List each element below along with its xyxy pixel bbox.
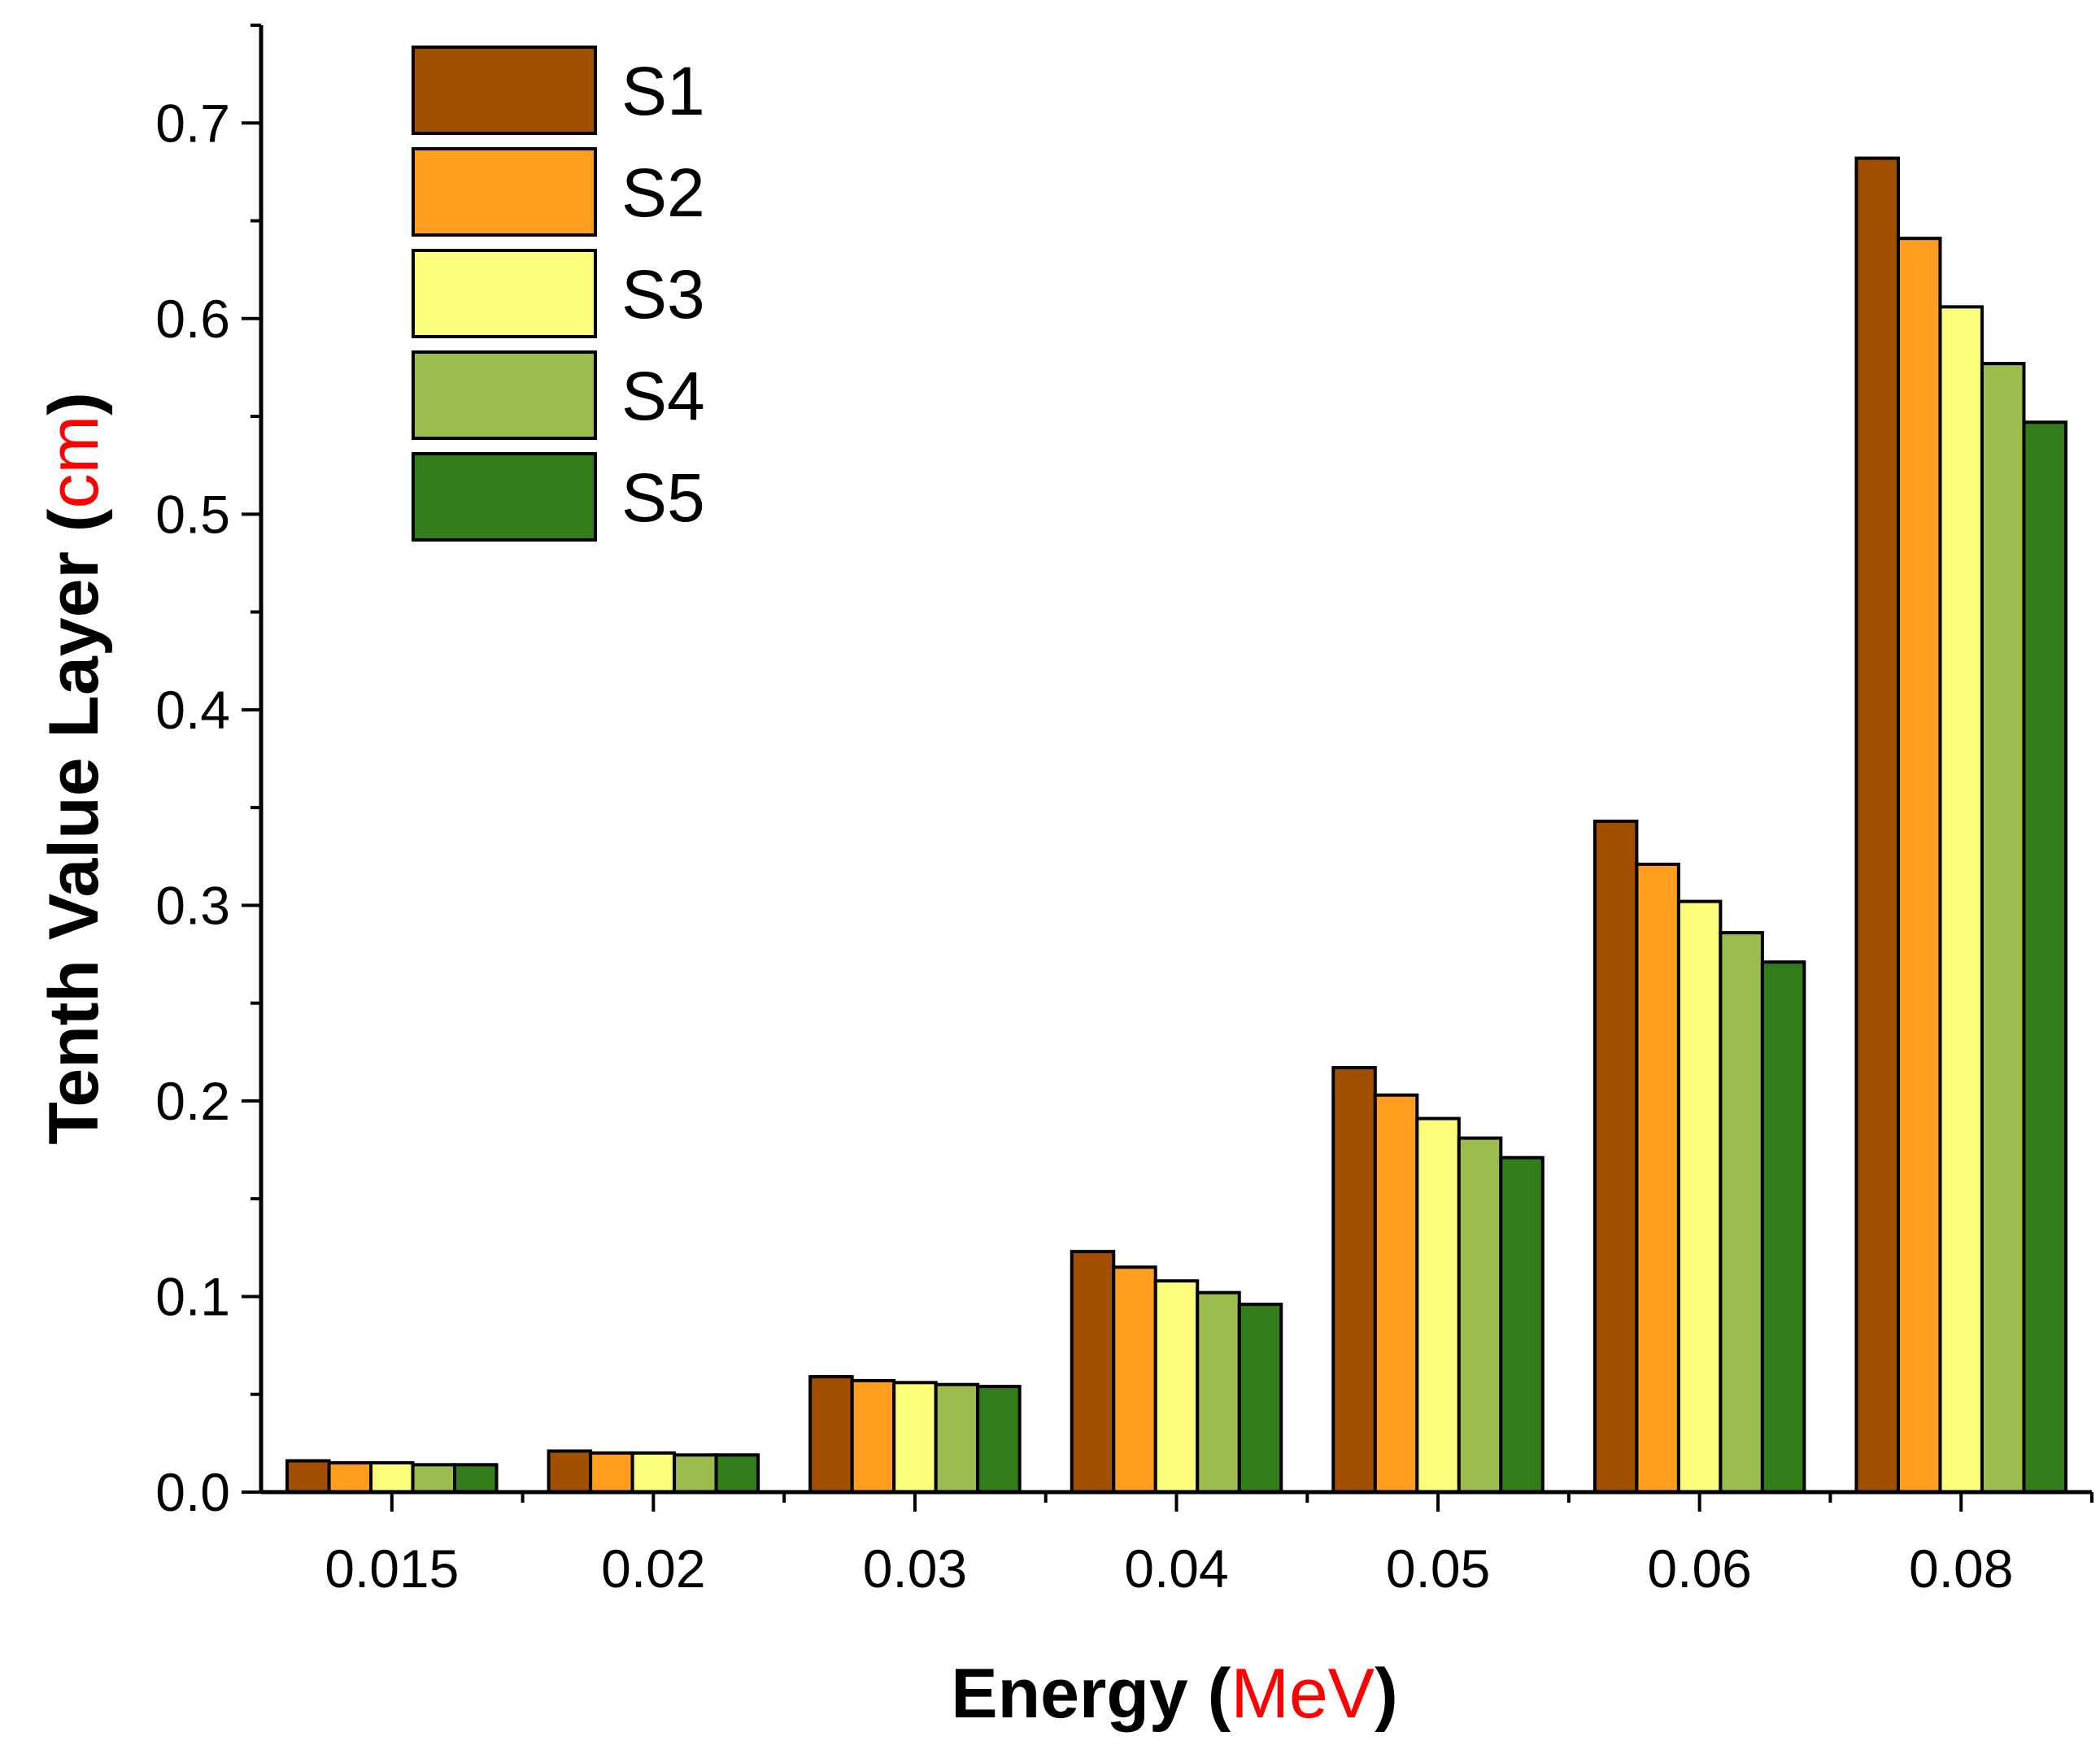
bar-s4-0.02 (673, 1453, 718, 1495)
bar-s2-0.08 (1896, 237, 1942, 1495)
bar-s3-0.06 (1676, 899, 1723, 1494)
ticks-layer: 0.0 0.1 0.2 0.3 0.4 0.5 0.6 0.7 0.015 0.02 0.03 0.0… (155, 24, 2093, 1599)
bar-s5-0.02 (714, 1453, 760, 1495)
bar-s5-0.06 (1760, 960, 1806, 1494)
bar-s1-0.02 (547, 1449, 593, 1495)
y-tick-label: 0.1 (155, 1266, 230, 1326)
y-tick-label: 0.3 (155, 875, 230, 935)
bar-s5-0.04 (1237, 1303, 1283, 1495)
bar-s4-0.06 (1719, 931, 1764, 1495)
legend-label-s1: S1 (621, 53, 705, 129)
bar-s3-0.015 (369, 1460, 415, 1495)
legend-label-s3: S3 (621, 256, 705, 333)
x-tick-label: 0.015 (325, 1538, 459, 1599)
y-tick-label: 0.2 (155, 1071, 230, 1131)
x-tick-label: 0.08 (1909, 1538, 2013, 1599)
y-axis-unit: cm (35, 416, 113, 509)
x-tick-label: 0.06 (1647, 1538, 1751, 1599)
legend-label-s2: S2 (621, 154, 705, 231)
x-axis-title: Energy (MeV) (951, 1655, 1398, 1733)
bar-s4-0.03 (934, 1382, 980, 1494)
bar-s1-0.08 (1854, 156, 1900, 1495)
y-axis-title: Tenth Value Layer (cm) (35, 392, 113, 1144)
axes-layer (259, 25, 2092, 1495)
bar-s3-0.03 (892, 1381, 938, 1495)
y-tick-label: 0.4 (155, 680, 230, 740)
bar-s2-0.05 (1373, 1093, 1419, 1494)
bar-s2-0.015 (327, 1460, 373, 1495)
bar-s5-0.03 (976, 1385, 1022, 1495)
y-axis-title-text: Tenth Value Layer (35, 551, 113, 1145)
bar-s5-0.05 (1499, 1155, 1545, 1494)
bar-s4-0.04 (1196, 1290, 1241, 1494)
bar-s4-0.05 (1457, 1136, 1503, 1494)
bar-s3-0.05 (1415, 1116, 1461, 1494)
x-tick-label: 0.03 (863, 1538, 967, 1599)
legend-swatch-s2 (412, 147, 597, 237)
legend-label-s4: S4 (621, 358, 705, 434)
bar-s1-0.03 (808, 1375, 854, 1494)
bar-s3-0.02 (630, 1451, 677, 1494)
bars-layer (285, 156, 2067, 1495)
bar-s1-0.015 (285, 1459, 331, 1494)
x-tick-label: 0.04 (1124, 1538, 1228, 1599)
bar-s2-0.03 (850, 1378, 896, 1494)
bar-s2-0.04 (1112, 1265, 1157, 1495)
legend-swatch-s3 (412, 249, 597, 338)
legend-label-s5: S5 (621, 459, 705, 536)
x-axis-title-text: Energy (951, 1655, 1188, 1733)
y-tick-label: 0.5 (155, 484, 230, 544)
y-tick-label: 0.6 (155, 289, 230, 349)
legend: S1 S2 S3 S4 S5 (412, 46, 705, 542)
x-tick-label: 0.02 (601, 1538, 705, 1599)
bar-s4-0.015 (411, 1463, 457, 1494)
bar-s2-0.06 (1635, 862, 1680, 1494)
bar-s3-0.08 (1938, 305, 1984, 1494)
bar-s2-0.02 (589, 1451, 634, 1494)
x-axis-unit: MeV (1231, 1655, 1375, 1733)
bar-s1-0.04 (1070, 1250, 1116, 1495)
legend-swatch-s4 (412, 350, 597, 440)
bar-s3-0.04 (1153, 1279, 1200, 1494)
bar-s1-0.06 (1592, 819, 1639, 1494)
bar-s1-0.05 (1331, 1066, 1377, 1495)
legend-swatch-s5 (412, 452, 597, 542)
legend-swatch-s1 (412, 46, 597, 135)
bar-s5-0.015 (453, 1463, 499, 1494)
bar-s4-0.08 (1980, 362, 2026, 1494)
x-tick-label: 0.05 (1386, 1538, 1490, 1599)
y-tick-label: 0.7 (155, 93, 230, 153)
y-tick-label: 0.0 (155, 1462, 230, 1522)
bar-s5-0.08 (2022, 420, 2067, 1494)
